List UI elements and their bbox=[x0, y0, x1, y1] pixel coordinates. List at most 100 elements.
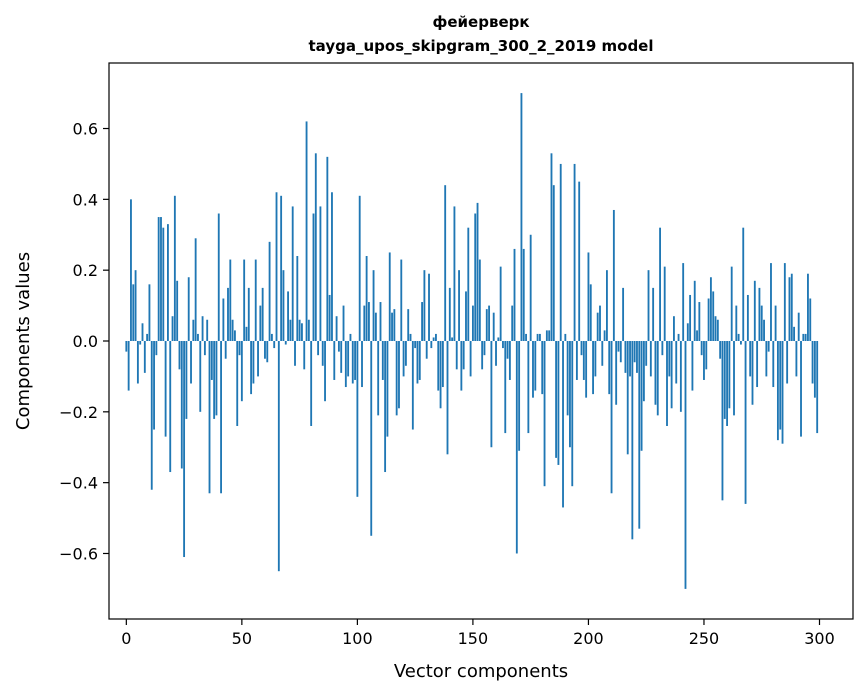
bar-281 bbox=[774, 305, 777, 341]
chart-title: фейерверк bbox=[432, 13, 529, 31]
bar-7 bbox=[141, 323, 144, 341]
bar-176 bbox=[532, 341, 534, 398]
bar-114 bbox=[388, 252, 391, 341]
bar-155 bbox=[483, 341, 486, 356]
bar-211 bbox=[612, 209, 615, 341]
bar-125 bbox=[414, 341, 417, 349]
bar-16 bbox=[162, 227, 165, 341]
x-tick-label: 100 bbox=[342, 629, 373, 648]
x-axis: 0 50 100 150 200 250 300 bbox=[121, 619, 835, 648]
bar-181 bbox=[543, 341, 546, 487]
bar-140 bbox=[448, 287, 451, 341]
y-tick-label: 0.6 bbox=[73, 120, 98, 139]
bar-187 bbox=[557, 341, 560, 465]
bar-208 bbox=[606, 270, 608, 341]
y-tick-label: −0.2 bbox=[59, 403, 98, 422]
bar-57 bbox=[257, 341, 259, 377]
bar-115 bbox=[391, 312, 393, 341]
bar-266 bbox=[740, 341, 742, 345]
bar-292 bbox=[800, 341, 802, 437]
bar-290 bbox=[795, 341, 798, 377]
bar-162 bbox=[499, 266, 502, 341]
bar-215 bbox=[622, 287, 625, 341]
bar-150 bbox=[471, 305, 474, 341]
bar-180 bbox=[541, 341, 544, 395]
bar-236 bbox=[670, 341, 673, 409]
bar-160 bbox=[495, 341, 497, 366]
bar-219 bbox=[631, 341, 634, 540]
bar-202 bbox=[592, 341, 594, 395]
bar-66 bbox=[277, 341, 280, 572]
bar-18 bbox=[167, 224, 169, 341]
bar-144 bbox=[458, 270, 460, 341]
chart-subtitle: tayga_upos_skipgram_300_2_2019 model bbox=[309, 37, 654, 55]
bar-35 bbox=[206, 319, 209, 341]
bar-171 bbox=[520, 93, 523, 341]
x-tick-label: 50 bbox=[232, 629, 252, 648]
bar-154 bbox=[481, 341, 484, 370]
bar-224 bbox=[642, 341, 645, 402]
bar-298 bbox=[813, 341, 816, 398]
bar-107 bbox=[372, 270, 375, 341]
bar-225 bbox=[645, 341, 648, 366]
bar-63 bbox=[270, 333, 273, 341]
bar-189 bbox=[562, 341, 564, 508]
bar-254 bbox=[712, 291, 715, 341]
bar-111 bbox=[381, 341, 384, 380]
bar-168 bbox=[513, 248, 516, 341]
bar-89 bbox=[331, 192, 333, 341]
bar-106 bbox=[370, 341, 373, 536]
bar-45 bbox=[229, 259, 232, 341]
bar-58 bbox=[259, 305, 262, 341]
bar-87 bbox=[326, 156, 329, 341]
bar-77 bbox=[303, 341, 306, 370]
bar-51 bbox=[243, 259, 246, 341]
bar-252 bbox=[707, 298, 710, 341]
bar-264 bbox=[735, 305, 738, 341]
bar-257 bbox=[719, 341, 722, 359]
bar-3 bbox=[132, 284, 135, 341]
bar-8 bbox=[143, 341, 146, 373]
bar-31 bbox=[197, 333, 199, 341]
bar-149 bbox=[469, 341, 472, 377]
bar-285 bbox=[783, 263, 786, 341]
bar-11 bbox=[150, 341, 153, 490]
bar-268 bbox=[744, 341, 747, 504]
bar-207 bbox=[603, 330, 606, 341]
bar-297 bbox=[811, 341, 814, 384]
bar-1 bbox=[127, 341, 130, 391]
bar-33 bbox=[201, 316, 204, 341]
bar-179 bbox=[539, 333, 541, 341]
bar-4 bbox=[134, 270, 137, 341]
bar-169 bbox=[515, 341, 518, 554]
bar-198 bbox=[582, 341, 585, 380]
bar-231 bbox=[659, 227, 661, 341]
bar-39 bbox=[215, 341, 218, 416]
bar-118 bbox=[398, 341, 400, 409]
bar-67 bbox=[280, 195, 283, 341]
bar-191 bbox=[566, 341, 569, 416]
bar-161 bbox=[497, 337, 500, 341]
bar-151 bbox=[474, 213, 477, 341]
bar-263 bbox=[733, 341, 735, 416]
bar-148 bbox=[467, 227, 470, 341]
bar-289 bbox=[793, 326, 796, 341]
bar-128 bbox=[421, 302, 424, 341]
bar-0 bbox=[125, 341, 128, 352]
bar-165 bbox=[506, 341, 509, 359]
bar-137 bbox=[441, 341, 444, 388]
bar-226 bbox=[647, 270, 650, 341]
bar-143 bbox=[455, 341, 458, 370]
bar-243 bbox=[686, 323, 689, 341]
bar-235 bbox=[668, 341, 671, 377]
bar-15 bbox=[160, 217, 162, 341]
bar-218 bbox=[629, 341, 631, 377]
bar-174 bbox=[527, 341, 530, 434]
bar-156 bbox=[485, 309, 488, 341]
bar-196 bbox=[578, 181, 581, 341]
bar-110 bbox=[379, 302, 382, 341]
bar-71 bbox=[289, 319, 292, 341]
bar-21 bbox=[173, 195, 176, 341]
bar-278 bbox=[767, 341, 770, 352]
bar-172 bbox=[522, 248, 525, 341]
